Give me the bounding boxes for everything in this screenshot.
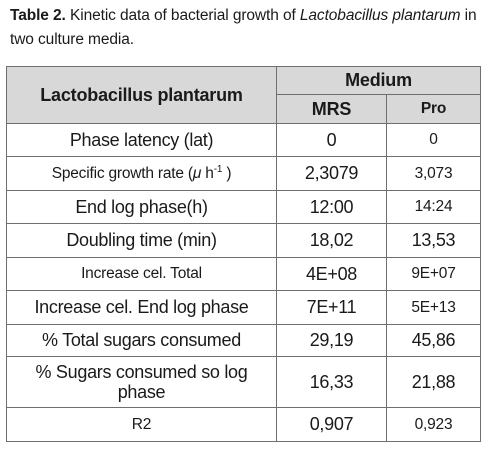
value-mrs: 7E+11 <box>276 290 387 325</box>
column-header-mrs: MRS <box>276 94 387 124</box>
value-mrs: 0,907 <box>276 407 387 442</box>
table-row: Increase cel. End log phase 7E+11 5E+13 <box>6 290 481 325</box>
row-label: Specific growth rate (μ h-1 ) <box>6 156 277 191</box>
label-superscript: -1 <box>213 163 223 175</box>
table-row: Increase cel. Total 4E+08 9E+07 <box>6 257 481 291</box>
header-row-columns: MRS Pro <box>7 94 481 124</box>
table-row: R2 0,907 0,923 <box>6 407 481 442</box>
group-header-medium: Medium <box>276 66 481 95</box>
table-caption: Table 2. Kinetic data of bacterial growt… <box>10 4 478 52</box>
caption-text-before: Kinetic data of bacterial growth of <box>65 7 300 24</box>
table-row: Phase latency (lat) 0 0 <box>6 123 481 157</box>
value-pro: 5E+13 <box>386 290 481 325</box>
value-pro: 21,88 <box>386 356 481 408</box>
table-row: End log phase(h) 12:00 14:24 <box>6 190 481 224</box>
row-label: Phase latency (lat) <box>6 123 277 157</box>
label-suffix: ) <box>222 164 232 182</box>
value-mrs: 29,19 <box>276 324 387 357</box>
header-row-group: Lactobacillus plantarum Medium <box>6 66 481 124</box>
table-row: % Total sugars consumed 29,19 45,86 <box>6 324 481 357</box>
value-pro: 14:24 <box>386 190 481 224</box>
row-label: % Total sugars consumed <box>6 324 277 357</box>
caption-label: Table 2. <box>10 7 66 24</box>
value-mrs: 4E+08 <box>276 257 387 291</box>
value-mrs: 16,33 <box>276 356 387 408</box>
value-pro: 3,073 <box>386 156 481 191</box>
label-unit: h <box>201 164 214 182</box>
caption-species: Lactobacillus plantarum <box>299 7 461 24</box>
value-pro: 9E+07 <box>386 257 481 291</box>
caption-text-after: in two culture media. <box>10 7 477 48</box>
row-label: Increase cel. Total <box>6 257 277 291</box>
row-label: End log phase(h) <box>6 190 277 224</box>
table-row: % Sugars consumed so log phase 16,33 21,… <box>6 356 481 408</box>
value-pro: 0 <box>386 123 481 157</box>
row-label: Increase cel. End log phase <box>6 290 277 325</box>
row-header-title: Lactobacillus plantarum <box>6 66 277 124</box>
value-pro: 45,86 <box>386 324 481 357</box>
row-label: % Sugars consumed so log phase <box>6 356 277 408</box>
value-mrs: 2,3079 <box>276 156 387 191</box>
value-mrs: 18,02 <box>276 223 387 258</box>
column-header-pro: Pro <box>386 94 481 124</box>
value-pro: 13,53 <box>386 223 481 258</box>
table-row: Doubling time (min) 18,02 13,53 <box>6 223 481 258</box>
table-row: Specific growth rate (μ h-1 ) 2,3079 3,0… <box>6 156 481 191</box>
value-pro: 0,923 <box>386 407 481 442</box>
value-mrs: 0 <box>276 123 387 157</box>
row-label: Doubling time (min) <box>6 223 277 258</box>
label-prefix: Specific growth rate ( <box>51 164 193 182</box>
value-mrs: 12:00 <box>276 190 387 224</box>
row-label: R2 <box>6 407 277 442</box>
mu-symbol: μ <box>192 164 202 182</box>
kinetic-data-table: Lactobacillus plantarum Medium MRS Pro P… <box>6 66 481 442</box>
